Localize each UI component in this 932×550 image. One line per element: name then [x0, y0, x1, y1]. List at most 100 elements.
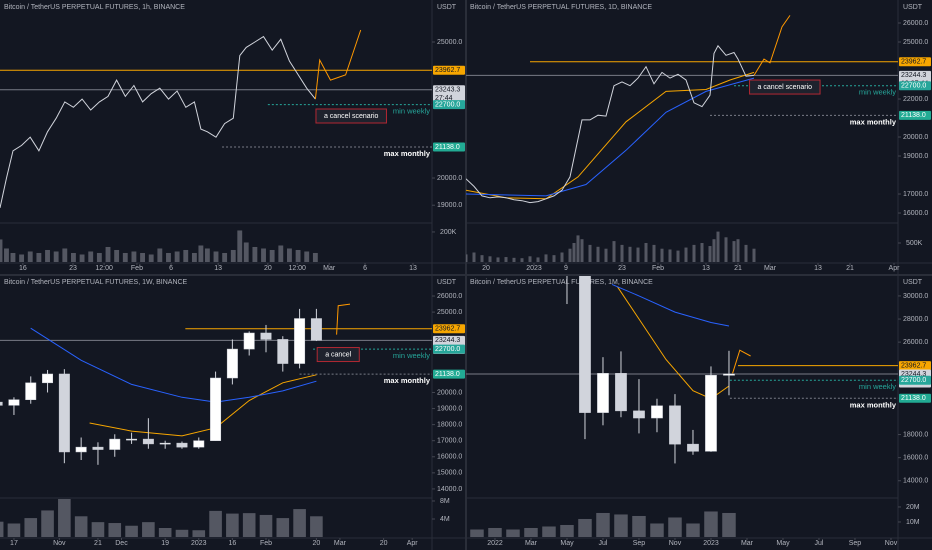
price-label: 21138.0	[435, 371, 460, 378]
level-note: min weekly	[393, 107, 430, 116]
chart-title: Bitcoin / TetherUS PERPETUAL FUTURES, 1M…	[470, 279, 653, 286]
price-label: 23243.3	[435, 87, 460, 94]
x-tick-label: Jul	[599, 540, 608, 547]
candle-body	[705, 375, 717, 452]
volume-bar	[504, 257, 508, 262]
volume-bar	[576, 235, 580, 262]
volume-bar	[79, 254, 85, 262]
annotation-box	[315, 108, 387, 124]
volume-bar	[676, 250, 680, 262]
price-label-box	[899, 361, 931, 371]
volume-bar	[71, 252, 76, 262]
candle-body	[651, 405, 663, 419]
x-tick-label: Jul	[815, 540, 824, 547]
y-tick-label: 17000.0	[903, 191, 928, 198]
price-label: 21138.0	[901, 112, 926, 119]
volume-bar	[650, 523, 664, 537]
volume-bar	[7, 523, 21, 537]
volume-bar	[544, 254, 548, 262]
level-note: max monthly	[850, 400, 897, 409]
candle-body	[58, 373, 70, 453]
volume-bar	[276, 518, 290, 537]
volume-bar	[700, 243, 704, 262]
volume-bar	[604, 248, 608, 262]
price-label-box	[433, 85, 465, 104]
candle-body	[597, 373, 609, 413]
x-tick-label: Feb	[652, 265, 664, 272]
volume-bar	[122, 252, 128, 262]
volume-tick-label: 20M	[906, 504, 920, 511]
x-tick-label: 20	[312, 540, 320, 547]
candle-body	[92, 446, 104, 450]
x-tick-label: 17	[10, 540, 18, 547]
volume-bar	[142, 522, 155, 537]
volume-bar	[242, 513, 256, 537]
candle-body	[142, 438, 154, 445]
price-label-box	[433, 324, 465, 334]
volume-pane	[0, 230, 318, 262]
volume-bar	[686, 523, 700, 537]
annotation-text: a cancel scenario	[758, 84, 813, 91]
level-note: max monthly	[384, 149, 431, 158]
x-tick-label: May	[560, 540, 574, 547]
x-tick-label: 13	[814, 265, 822, 272]
y-tick-label: 19000.0	[437, 202, 462, 209]
x-tick-label: 20	[380, 540, 388, 547]
price-label-box	[899, 110, 931, 120]
level-note: min weekly	[859, 382, 896, 391]
y-tick-label: 26000.0	[437, 293, 462, 300]
volume-bar	[668, 517, 682, 537]
x-tick-label: 12:00	[95, 265, 113, 272]
candle-body	[210, 377, 222, 441]
x-tick-label: 2022	[487, 540, 503, 547]
price-label-box	[433, 65, 465, 75]
moving-average	[30, 327, 317, 403]
y-tick-label: 20000.0	[437, 175, 462, 182]
price-label: 22700.0	[435, 346, 460, 353]
volume-bar	[278, 245, 284, 262]
volume-bar	[191, 252, 197, 262]
axis-unit: USDT	[903, 4, 923, 11]
volume-bar	[269, 249, 275, 262]
y-tick-label: 26000.0	[903, 339, 928, 346]
volume-bar	[192, 530, 206, 537]
volume-bar	[293, 509, 306, 537]
volume-bar	[620, 244, 624, 262]
candle-body	[243, 332, 255, 350]
x-tick-label: Nov	[53, 540, 66, 547]
level-note: min weekly	[859, 88, 896, 97]
volume-bar	[157, 248, 163, 262]
y-tick-label: 16000.0	[437, 454, 462, 461]
x-tick-label: 21	[734, 265, 742, 272]
volume-bar	[243, 242, 249, 262]
candle-body	[42, 373, 54, 384]
volume-bar	[614, 514, 628, 537]
volume-bar	[580, 239, 584, 262]
volume-bar	[259, 514, 273, 537]
volume-bar	[652, 244, 656, 262]
x-tick-label: 23	[618, 265, 626, 272]
axis-unit: USDT	[437, 4, 457, 11]
volume-bar	[140, 252, 145, 262]
price-label-box	[433, 369, 465, 379]
volume-bar	[488, 256, 492, 262]
volume-bar	[568, 248, 572, 262]
moving-average	[466, 77, 755, 197]
candle-body	[226, 348, 238, 379]
volume-bar	[708, 246, 712, 262]
x-tick-label: 19	[161, 540, 169, 547]
volume-bar	[596, 246, 600, 262]
price-label: 23962.7	[435, 67, 460, 74]
volume-bar	[588, 244, 592, 262]
y-tick-label: 19000.0	[437, 405, 462, 412]
volume-bar	[174, 251, 180, 262]
chart-title: Bitcoin / TetherUS PERPETUAL FUTURES, 1W…	[4, 279, 188, 286]
volume-bar	[752, 248, 756, 262]
x-tick-label: 20	[264, 265, 272, 272]
volume-bar	[91, 522, 105, 537]
candle-body	[0, 401, 3, 406]
x-tick-label: Mar	[525, 540, 538, 547]
volume-bar	[496, 257, 500, 262]
volume-bar	[668, 249, 672, 262]
y-tick-label: 17000.0	[437, 438, 462, 445]
